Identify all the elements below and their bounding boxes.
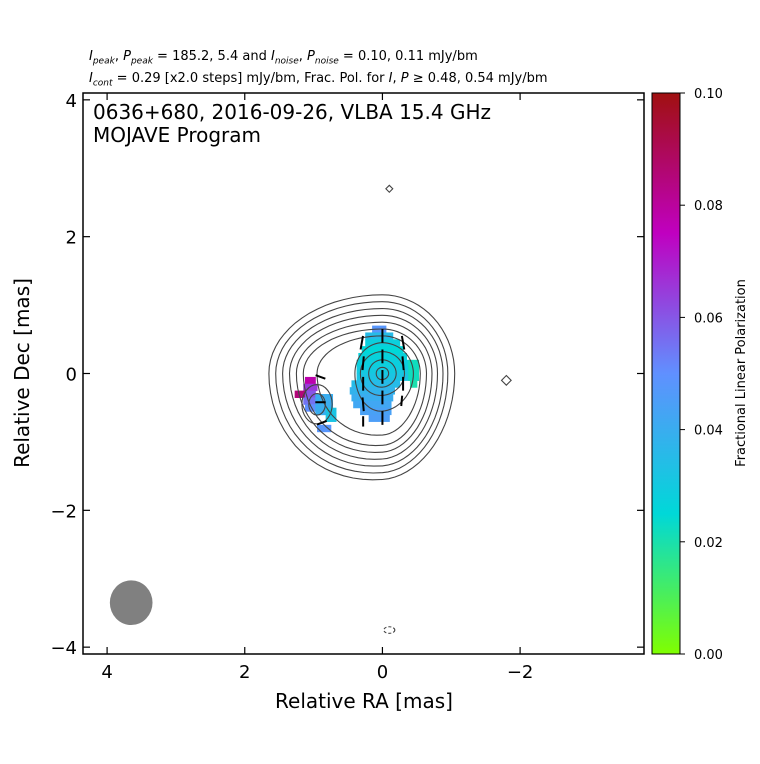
header-line-2: Icont = 0.29 [x2.0 steps] mJy/bm, Frac. … — [89, 71, 548, 89]
x-tick-label: 0 — [377, 662, 388, 683]
evpa-vectors — [315, 328, 406, 427]
evpa-vector — [359, 335, 364, 350]
colorbar-tick-label: 0.06 — [694, 311, 723, 326]
contour-line — [316, 335, 421, 436]
colorbar-tick-label: 0.10 — [694, 87, 723, 102]
contour-line — [295, 321, 433, 453]
y-tick-label: 2 — [66, 228, 77, 249]
contour-line — [275, 301, 449, 474]
x-tick-label: −2 — [507, 662, 534, 683]
contour-secondary — [308, 392, 326, 416]
x-tick-label: 2 — [239, 662, 250, 683]
contour-line — [288, 314, 439, 460]
contour-line — [375, 366, 390, 381]
evpa-vector — [401, 356, 405, 371]
colorbar-tick-label: 0.04 — [694, 424, 723, 439]
y-tick-label: −2 — [50, 501, 77, 522]
frac-pol-pixel — [303, 397, 318, 405]
x-axis-label: Relative RA [mas] — [275, 689, 453, 713]
evpa-vector — [400, 335, 406, 350]
frac-pol-pixel — [409, 380, 418, 388]
frac-pol-pixels — [294, 325, 420, 433]
contour-line — [368, 359, 397, 388]
colorbar-tick-label: 0.00 — [694, 648, 723, 663]
contour-blob — [385, 184, 394, 193]
frac-pol-pixel — [294, 390, 306, 398]
frac-pol-pixel — [317, 424, 332, 433]
contour-blob — [383, 626, 396, 634]
contour-line — [359, 351, 406, 396]
frac-pol-pixel — [360, 407, 392, 416]
contour-line — [302, 328, 428, 447]
frac-pol-pixel — [304, 376, 316, 385]
intensity-contours — [268, 184, 512, 634]
contour-line — [282, 307, 444, 467]
frac-pol-pixel — [368, 414, 390, 422]
contour-line — [354, 342, 414, 412]
y-axis-label: Relative Dec [mas] — [10, 278, 34, 468]
colorbar-label: Fractional Linear Polarization — [734, 279, 749, 467]
chart-title-line-2: MOJAVE Program — [93, 123, 261, 147]
axis-ticks: 4 2 0 −2 4 2 0 −2 −4 — [50, 91, 644, 683]
contour-blob — [500, 374, 512, 386]
frac-pol-pixel — [351, 380, 401, 388]
evpa-vector — [315, 374, 326, 380]
header-line-1: Ipeak, Ppeak = 185.2, 5.4 and Inoise, Pn… — [89, 49, 478, 67]
frac-pol-pixel — [304, 390, 316, 398]
colorbar — [651, 92, 681, 655]
frac-pol-pixel — [356, 359, 409, 368]
contour-line — [268, 294, 456, 481]
colorbar-tick-label: 0.02 — [694, 536, 723, 551]
y-tick-label: 0 — [66, 365, 77, 386]
x-tick-label: 4 — [101, 662, 112, 683]
frac-pol-pixel — [349, 387, 395, 395]
evpa-vector — [361, 397, 365, 412]
frac-pol-pixel — [304, 404, 316, 412]
evpa-vector — [316, 420, 328, 426]
frac-pol-pixel — [303, 383, 318, 392]
frac-pol-pixel — [325, 407, 337, 422]
frac-pol-pixel — [353, 400, 392, 409]
colorbar-ticks: 0.00 0.02 0.04 0.06 0.08 0.10 — [680, 87, 723, 663]
chart-title-line-1: 0636+680, 2016-09-26, VLBA 15.4 GHz — [93, 100, 491, 124]
colorbar-tick-label: 0.08 — [694, 199, 723, 214]
evpa-vector — [361, 356, 365, 371]
beam-ellipse — [109, 580, 153, 626]
y-tick-label: −4 — [50, 638, 77, 659]
evpa-vector — [400, 395, 404, 407]
frac-pol-pixel — [351, 394, 394, 402]
y-tick-label: 4 — [66, 91, 77, 112]
